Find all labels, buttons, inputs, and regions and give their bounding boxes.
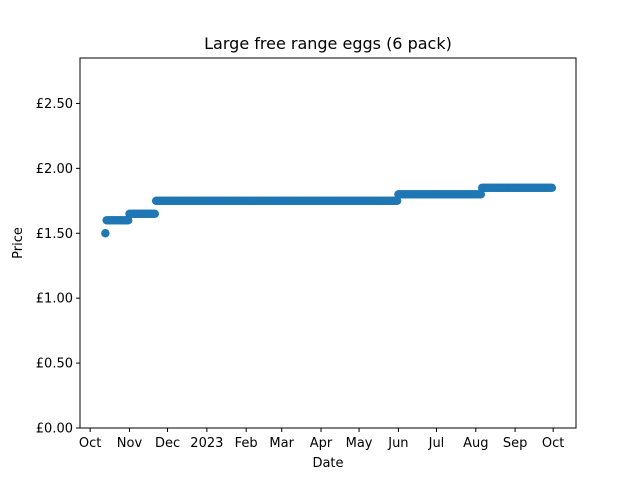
- data-point: [124, 216, 133, 225]
- x-tick-label: Dec: [155, 436, 180, 451]
- x-tick-label: Nov: [117, 436, 143, 451]
- x-tick-label: Feb: [235, 436, 258, 451]
- y-tick-label: £2.00: [36, 162, 73, 177]
- plot-area: [80, 58, 576, 428]
- y-axis-ticks: £0.00 £0.50 £1.00 £1.50 £2.00 £2.50: [36, 97, 80, 437]
- data-points: [101, 183, 557, 238]
- chart-title: Large free range eggs (6 pack): [204, 34, 452, 53]
- data-point: [392, 196, 402, 206]
- data-point: [547, 183, 557, 193]
- x-tick-label: Aug: [463, 436, 488, 451]
- plot-frame: [79, 57, 577, 429]
- x-axis-ticks: Oct Nov Dec 2023 Feb Mar Apr May Jun Jul Aug Sep Oct: [79, 428, 564, 451]
- y-axis-label: Price: [11, 227, 26, 259]
- y-tick-label: £2.50: [36, 97, 73, 112]
- y-tick-label: £0.00: [36, 422, 73, 437]
- data-point: [476, 190, 486, 199]
- x-axis-label: Date: [312, 456, 343, 471]
- x-tick-label: Oct: [542, 436, 564, 451]
- x-tick-label: Oct: [79, 436, 101, 451]
- x-tick-label: Apr: [310, 436, 333, 451]
- y-tick-label: £0.50: [36, 357, 73, 372]
- data-point: [150, 209, 160, 218]
- data-point: [101, 229, 110, 238]
- y-tick-label: £1.50: [36, 227, 73, 242]
- x-tick-label: Jul: [428, 436, 445, 451]
- x-tick-label: May: [346, 436, 373, 451]
- x-tick-label: Sep: [503, 436, 528, 451]
- x-tick-label: 2023: [190, 436, 223, 451]
- y-tick-label: £1.00: [36, 292, 73, 307]
- x-tick-label: Jun: [387, 436, 408, 451]
- x-tick-label: Mar: [269, 436, 294, 451]
